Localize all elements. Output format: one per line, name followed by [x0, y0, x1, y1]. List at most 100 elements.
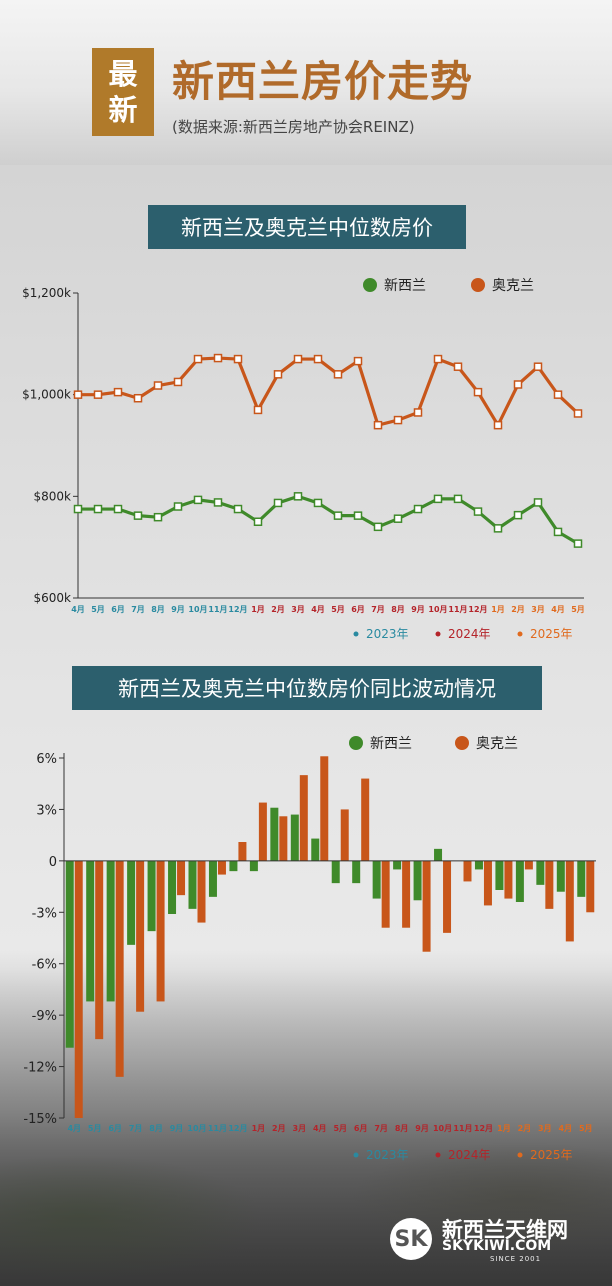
- x-tick-label: 5月: [579, 1124, 593, 1133]
- data-point-marker: [433, 494, 443, 504]
- x-tick-label: 3月: [531, 605, 545, 614]
- data-point-marker: [213, 353, 223, 363]
- data-point-marker: [173, 377, 183, 387]
- data-point-marker: [513, 510, 523, 520]
- yoy-change-bar-chart: 6%3%0-3%-6%-9%-12%-15%4月 5月 6月 7月 8月 9月 10月 11月…: [23, 735, 596, 1162]
- year-legend-label: 2023年: [366, 627, 409, 641]
- data-point-marker: [313, 498, 323, 508]
- series-legend-label: 奥克兰: [476, 735, 518, 752]
- y-tick-label: 3%: [36, 803, 57, 818]
- data-point-marker: [293, 492, 303, 501]
- data-point-marker: [453, 494, 463, 504]
- x-tick-label: 9月: [171, 605, 185, 614]
- data-point-marker: [133, 393, 143, 403]
- x-tick-label: 8月: [395, 1124, 409, 1133]
- data-bar: [258, 802, 267, 861]
- data-bar: [536, 860, 545, 885]
- data-point-marker: [153, 512, 163, 522]
- x-tick-label: 5月: [571, 605, 585, 614]
- logo-english-name: SKYKIWI.COM: [442, 1238, 552, 1254]
- data-bar: [331, 860, 340, 884]
- x-tick-label: 11月: [453, 1124, 472, 1133]
- data-bar: [434, 848, 443, 861]
- data-bar: [352, 860, 361, 884]
- data-bar: [413, 860, 422, 901]
- x-tick-label: 2月: [518, 1124, 532, 1133]
- data-point-marker: [373, 420, 383, 430]
- data-bar: [495, 860, 504, 890]
- data-bar: [443, 860, 452, 933]
- data-bar: [545, 860, 554, 909]
- data-bar: [320, 756, 329, 861]
- x-tick-label: 3月: [291, 605, 305, 614]
- data-bar: [556, 860, 565, 892]
- x-tick-label: 4月: [311, 605, 325, 614]
- data-bar: [238, 842, 247, 861]
- x-tick-label: 2月: [272, 1124, 286, 1133]
- x-tick-label: 1月: [491, 605, 505, 614]
- data-point-marker: [273, 370, 283, 379]
- data-point-marker: [513, 380, 523, 389]
- data-point-marker: [413, 504, 423, 514]
- data-point-marker: [333, 511, 343, 520]
- x-tick-label: 12月: [228, 1124, 247, 1133]
- data-bar: [565, 860, 574, 942]
- data-point-marker: [133, 511, 143, 520]
- data-point-marker: [533, 362, 543, 371]
- series-legend-label: 新西兰: [370, 736, 412, 752]
- data-bar: [106, 860, 115, 1002]
- data-bar: [136, 860, 145, 1012]
- x-tick-label: 6月: [354, 1124, 368, 1133]
- data-point-marker: [393, 415, 403, 425]
- badge-char-1: 最: [108, 57, 138, 91]
- data-bar: [290, 814, 299, 861]
- data-bar: [299, 775, 308, 861]
- x-tick-label: 12月: [228, 605, 247, 614]
- data-point-marker: [333, 370, 343, 379]
- year-legend-label: 2025年: [530, 1148, 573, 1162]
- x-tick-label: 7月: [131, 605, 145, 614]
- newest-badge: 最 新: [92, 48, 154, 136]
- x-tick-label: 11月: [208, 605, 227, 614]
- x-tick-label: 6月: [111, 605, 125, 614]
- x-tick-label: 9月: [411, 605, 425, 614]
- data-bar: [177, 860, 186, 896]
- data-bar: [483, 860, 492, 906]
- data-point-marker: [73, 504, 83, 514]
- data-bar: [381, 860, 390, 928]
- data-point-marker: [173, 502, 183, 511]
- data-point-marker: [413, 408, 423, 417]
- data-bar: [577, 860, 586, 897]
- series-legend-swatch: [349, 736, 363, 750]
- y-tick-label: -15%: [23, 1112, 57, 1127]
- data-bar: [208, 860, 217, 897]
- data-bar: [217, 860, 226, 875]
- x-tick-label: 12月: [468, 605, 487, 614]
- bar-chart-title: 新西兰及奥克兰中位数房价同比波动情况: [72, 666, 542, 710]
- data-point-marker: [93, 390, 103, 399]
- data-bar: [127, 860, 136, 945]
- x-tick-label: 10月: [187, 1124, 206, 1133]
- data-bar: [504, 860, 513, 899]
- x-tick-label: 1月: [251, 605, 265, 614]
- year-legend-dot: [517, 1152, 523, 1158]
- data-bar: [372, 860, 381, 899]
- data-point-marker: [353, 356, 363, 366]
- data-point-marker: [213, 498, 223, 507]
- data-point-marker: [453, 362, 463, 371]
- x-tick-label: 4月: [313, 1124, 327, 1133]
- x-tick-label: 4月: [559, 1124, 573, 1133]
- year-legend-label: 2025年: [530, 627, 573, 641]
- data-bar: [393, 860, 402, 870]
- series-legend-swatch: [471, 278, 485, 292]
- data-bar: [65, 860, 74, 1048]
- x-tick-label: 4月: [67, 1124, 81, 1133]
- year-legend-dot: [353, 631, 359, 637]
- x-tick-label: 6月: [351, 605, 365, 614]
- data-bar: [474, 860, 483, 870]
- data-bar: [279, 816, 288, 861]
- data-point-marker: [193, 495, 203, 505]
- x-tick-label: 5月: [333, 1124, 347, 1133]
- x-tick-label: 7月: [129, 1124, 143, 1133]
